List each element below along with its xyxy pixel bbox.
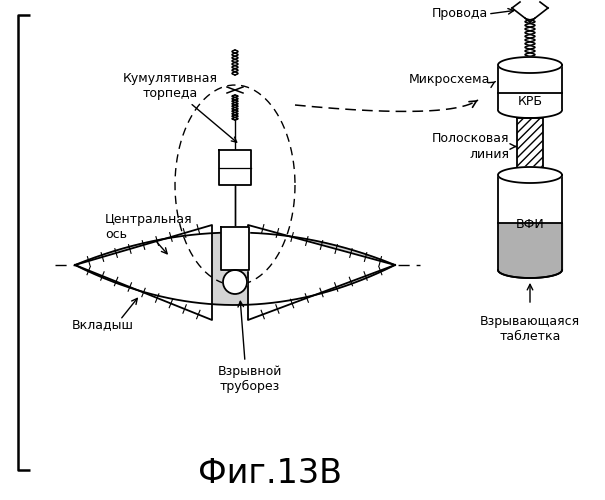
Text: Вкладыш: Вкладыш	[72, 318, 134, 332]
Polygon shape	[498, 110, 562, 118]
Polygon shape	[498, 222, 562, 270]
Text: Фиг.13В: Фиг.13В	[198, 457, 342, 490]
Text: Микросхема: Микросхема	[408, 73, 490, 86]
Text: Центральная
ось: Центральная ось	[105, 213, 192, 241]
Polygon shape	[498, 270, 562, 278]
Text: Провода: Провода	[432, 8, 488, 20]
Polygon shape	[517, 118, 543, 175]
Polygon shape	[75, 225, 212, 320]
Text: Взрывающаяся
таблетка: Взрывающаяся таблетка	[480, 315, 580, 343]
Polygon shape	[75, 232, 395, 305]
Polygon shape	[248, 225, 395, 320]
Text: ВФИ: ВФИ	[515, 218, 545, 231]
Polygon shape	[498, 270, 562, 278]
Polygon shape	[498, 65, 562, 110]
Polygon shape	[221, 227, 249, 270]
Text: КРБ: КРБ	[517, 95, 543, 108]
Circle shape	[223, 270, 247, 294]
Polygon shape	[219, 150, 251, 185]
Text: Полосковая
линия: Полосковая линия	[431, 132, 509, 160]
Polygon shape	[498, 175, 562, 270]
Text: Кумулятивная
торпеда: Кумулятивная торпеда	[122, 72, 237, 142]
Polygon shape	[498, 167, 562, 183]
Text: Взрывной
труборез: Взрывной труборез	[218, 365, 282, 393]
Polygon shape	[498, 57, 562, 73]
